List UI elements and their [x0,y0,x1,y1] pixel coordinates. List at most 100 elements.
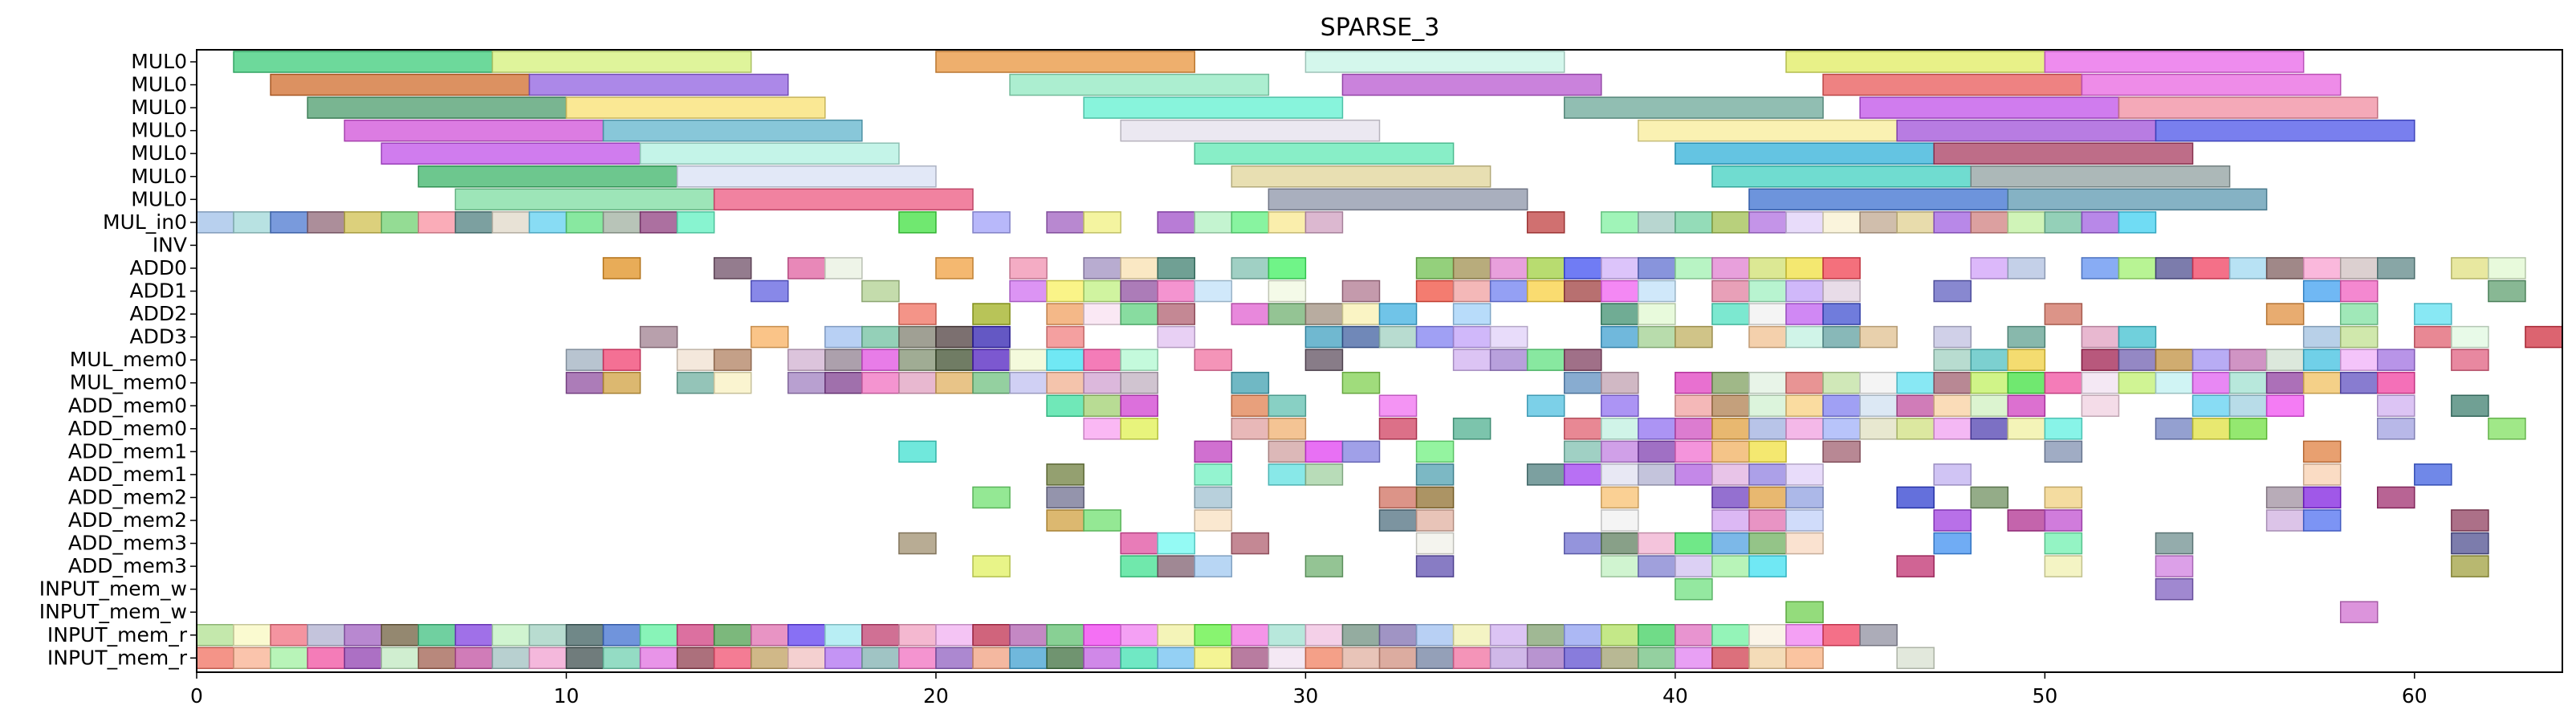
bar-47 [491,211,531,234]
bar-290 [1268,418,1307,440]
bar-277 [1896,394,1935,417]
bar-341 [2302,463,2342,486]
bar-74 [2007,211,2046,234]
bar-91 [1489,257,1528,279]
bar-470 [787,647,826,670]
bar-194 [676,349,715,371]
bar-142 [1083,303,1121,325]
bar-384 [1785,532,1824,555]
bar-446 [1601,624,1639,647]
bar-53 [898,211,937,234]
bar-239 [1231,371,1270,394]
bar-442 [1452,624,1491,647]
bar-214 [2007,349,2046,371]
bar-192 [565,349,604,371]
x-axis: 0 10 20 30 40 50 60 [190,672,2427,708]
bar-267 [1268,394,1307,417]
bar-123 [1341,279,1381,303]
bar-297 [1711,418,1750,440]
y-axis: MUL0MUL0MUL0MUL0MUL0MUL0MUL0MUL_in0INVAD… [39,50,197,669]
bar-203 [1046,349,1085,371]
bar-257 [2191,371,2231,394]
bar-360 [1194,509,1233,532]
bar-173 [1415,325,1455,349]
bar-164 [861,325,900,349]
bar-85 [1120,257,1158,279]
bar-393 [1304,555,1344,577]
bar-20 [1120,119,1381,142]
bar-188 [2339,325,2379,349]
bar-40 [233,211,271,234]
bar-284 [2265,394,2305,417]
bar-185 [2081,325,2120,349]
bar-434 [1157,624,1196,647]
bar-70 [1859,211,1898,234]
bar-398 [1711,555,1750,577]
bar-25 [639,142,900,165]
bar-1 [491,51,752,73]
bar-67 [1748,211,1787,234]
bar-171 [1341,325,1381,349]
bar-353 [1970,486,2009,509]
bar-401 [2044,555,2083,577]
bar-153 [1711,303,1750,325]
bar-176 [1601,325,1639,349]
bar-482 [1231,647,1270,670]
bar-238 [1120,371,1158,394]
bar-41 [270,211,308,234]
bar-362 [1415,509,1455,532]
bar-125 [1452,279,1491,303]
y-tick-label-11: ADD2 [129,302,187,325]
bar-358 [1046,509,1085,532]
bar-380 [1638,532,1676,555]
bar-363 [1601,509,1639,532]
bar-22 [1896,119,2157,142]
y-tick-label-16: ADD_mem0 [68,417,187,440]
bar-439 [1341,624,1381,647]
bar-80 [787,257,826,279]
bar-419 [602,624,641,647]
bar-107 [2228,257,2268,279]
bar-471 [824,647,863,670]
bar-292 [1452,418,1491,440]
bar-51 [639,211,678,234]
bar-410 [270,624,308,647]
bar-361 [1378,509,1418,532]
bar-119 [1120,279,1158,303]
bar-76 [2081,211,2120,234]
bar-253 [2044,371,2083,394]
bar-327 [1046,463,1085,486]
bar-475 [972,647,1011,670]
y-tick-label-13: MUL_mem0 [70,348,187,371]
bar-73 [1970,211,2009,234]
bar-106 [2191,257,2231,279]
bar-221 [2302,349,2342,371]
bar-88 [1268,257,1307,279]
bar-396 [1638,555,1676,577]
y-tick-label-20: ADD_mem2 [68,508,187,532]
bar-17 [2118,96,2379,119]
bar-166 [935,325,974,349]
bar-356 [2302,486,2342,509]
bar-158 [2265,303,2305,325]
bar-474 [935,647,974,670]
y-tick-label-22: ADD_mem3 [68,554,187,577]
bar-92 [1526,257,1565,279]
bar-291 [1378,418,1418,440]
bar-222 [2339,349,2379,371]
y-tick-label-3: MUL0 [131,119,187,142]
bar-495 [1711,647,1750,670]
bar-385 [1933,532,1972,555]
bar-58 [1194,211,1233,234]
bar-36 [1268,188,1528,211]
bar-473 [898,647,937,670]
bar-409 [233,624,271,647]
y-tick-label-15: ADD_mem0 [68,394,187,417]
bar-433 [1120,624,1158,647]
bar-386 [2044,532,2083,555]
bar-282 [2191,394,2231,417]
bar-108 [2265,257,2305,279]
bar-174 [1452,325,1491,349]
bar-432 [1083,624,1121,647]
